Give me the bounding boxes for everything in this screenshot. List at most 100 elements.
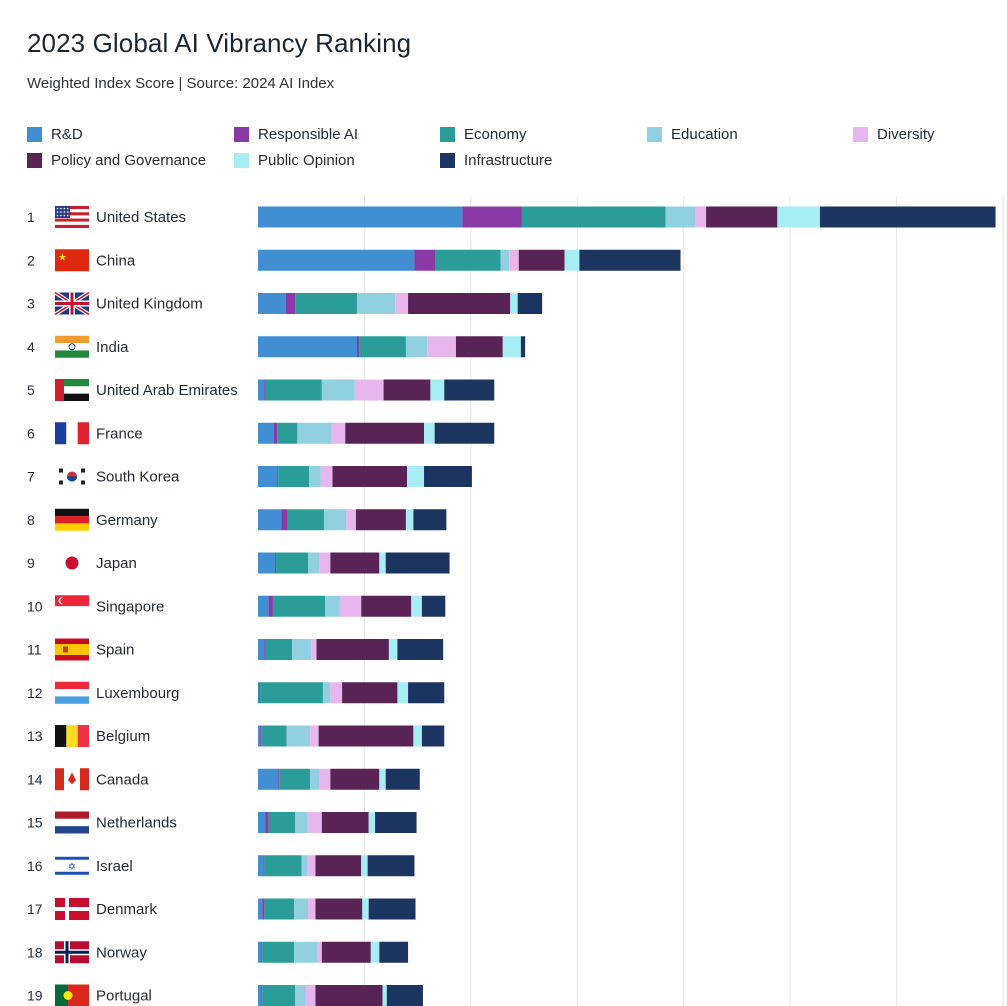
bar-segment-public-opinion (370, 941, 380, 963)
bar-segment-economy (359, 336, 406, 358)
bar-segment-infrastructure (385, 552, 450, 574)
country-label: Portugal (96, 988, 152, 1005)
us-flag-icon (55, 206, 89, 228)
bar-segment-public-opinion (411, 595, 422, 617)
legend-swatch-randd (27, 127, 42, 142)
bar-segment-education (292, 639, 312, 660)
rank-label: 14 (27, 771, 43, 787)
country-label: Netherlands (96, 815, 177, 832)
bar-segment-diversity (319, 768, 331, 790)
bar-segment-infrastructure (579, 249, 681, 271)
legend-label: R&D (51, 126, 83, 143)
legend-label: Responsible AI (258, 126, 359, 143)
chart-row-luxembourg: 12 Luxembourg (27, 681, 445, 704)
bar-segment-infrastructure (819, 206, 996, 228)
bar-segment-diversity (509, 249, 519, 271)
bar-segment-public-opinion (368, 812, 376, 833)
country-label: Singapore (96, 598, 164, 615)
bar-segment-education (405, 336, 428, 358)
country-label: China (96, 252, 136, 269)
bar-segment-infrastructure (444, 379, 495, 401)
bar-segment-diversity (310, 725, 319, 747)
bar-segment-randd (258, 552, 276, 574)
bar-segment-responsible-ai (264, 639, 266, 660)
legend-swatch-infrastructure (440, 153, 455, 168)
rank-label: 19 (27, 988, 43, 1004)
bar-segment-education (294, 941, 318, 963)
legend-swatch-diversity (853, 127, 868, 142)
bar-segment-policy-and-governance (706, 206, 778, 228)
dk-flag-icon (55, 898, 89, 920)
bar-segment-public-opinion (362, 898, 369, 920)
svg-text:✡: ✡ (68, 862, 76, 873)
bar-segment-infrastructure (424, 466, 472, 487)
bar-segment-responsible-ai (462, 206, 522, 228)
bar-segment-public-opinion (405, 509, 414, 531)
rank-label: 16 (27, 858, 43, 874)
bar-segment-infrastructure (408, 682, 445, 704)
chart-row-united-arab-emirates: 5 United Arab Emirates (27, 379, 495, 401)
bar-segment-economy (260, 682, 323, 704)
bar-segment-infrastructure (385, 768, 420, 790)
bar-segment-policy-and-governance (408, 293, 511, 314)
uk-flag-icon (53, 290, 91, 317)
bar-segment-responsible-ai (261, 941, 263, 963)
rank-label: 4 (27, 339, 35, 355)
bar-segment-policy-and-governance (321, 812, 369, 833)
bar-segment-public-opinion (388, 639, 398, 660)
bar-segment-policy-and-governance (361, 595, 412, 617)
rank-label: 11 (27, 642, 42, 658)
rank-label: 15 (27, 815, 43, 831)
legend-label: Education (671, 126, 738, 143)
bar-segment-diversity (317, 941, 322, 963)
bar-segment-economy (265, 379, 322, 401)
gridlines (363, 196, 1004, 1006)
bar-segment-policy-and-governance (332, 466, 407, 487)
bar-segment-public-opinion (424, 422, 435, 444)
legend-item-public-opinion: Public Opinion (234, 152, 355, 169)
rank-label: 7 (27, 469, 35, 485)
legend-swatch-responsible-ai (234, 127, 249, 142)
bar-segment-education (308, 552, 320, 574)
bar-segment-responsible-ai (281, 509, 288, 531)
bar-segment-public-opinion (564, 249, 580, 271)
chart-subtitle: Weighted Index Score | Source: 2024 AI I… (27, 75, 335, 92)
country-label: Luxembourg (96, 685, 179, 702)
bar-segment-infrastructure (421, 595, 446, 617)
country-label: Canada (96, 771, 149, 788)
bar-segment-education (297, 422, 332, 444)
bar-segment-economy (262, 985, 296, 1006)
country-label: United States (96, 209, 186, 226)
lu-flag-icon (55, 681, 89, 704)
legend-item-policy-and-governance: Policy and Governance (27, 152, 206, 169)
legend-item-randd: R&D (27, 126, 83, 143)
bar-segment-infrastructure (397, 639, 444, 660)
rank-label: 9 (27, 555, 35, 571)
chart-row-israel: 16 ✡ Israel (27, 854, 415, 877)
sg-flag-icon (55, 595, 89, 618)
country-label: Germany (96, 512, 158, 529)
bar-segment-economy (265, 639, 293, 660)
legend-item-diversity: Diversity (853, 126, 935, 143)
country-label: South Korea (96, 469, 180, 486)
bar-segment-randd (258, 725, 261, 747)
bar-segment-diversity (695, 206, 707, 228)
bar-segment-policy-and-governance (518, 249, 565, 271)
bar-segment-policy-and-governance (355, 509, 406, 531)
country-label: France (96, 425, 143, 442)
bar-segment-responsible-ai (262, 898, 265, 920)
bar-segment-public-opinion (413, 725, 422, 747)
bar-segment-economy (277, 422, 298, 444)
bar-segment-responsible-ai (285, 293, 296, 314)
bar-segment-education (295, 812, 307, 833)
legend-label: Public Opinion (258, 152, 355, 169)
bar-segment-diversity (330, 682, 343, 704)
bar-segment-policy-and-governance (321, 941, 371, 963)
bar-segment-economy (295, 293, 357, 314)
chart-row-china: 2 ★ China (27, 249, 681, 272)
bar-segment-responsible-ai (260, 725, 262, 747)
bar-segment-infrastructure (386, 985, 423, 1006)
bar-segment-public-opinion (430, 379, 445, 401)
rank-label: 13 (27, 728, 43, 744)
bar-segment-economy (278, 466, 310, 487)
